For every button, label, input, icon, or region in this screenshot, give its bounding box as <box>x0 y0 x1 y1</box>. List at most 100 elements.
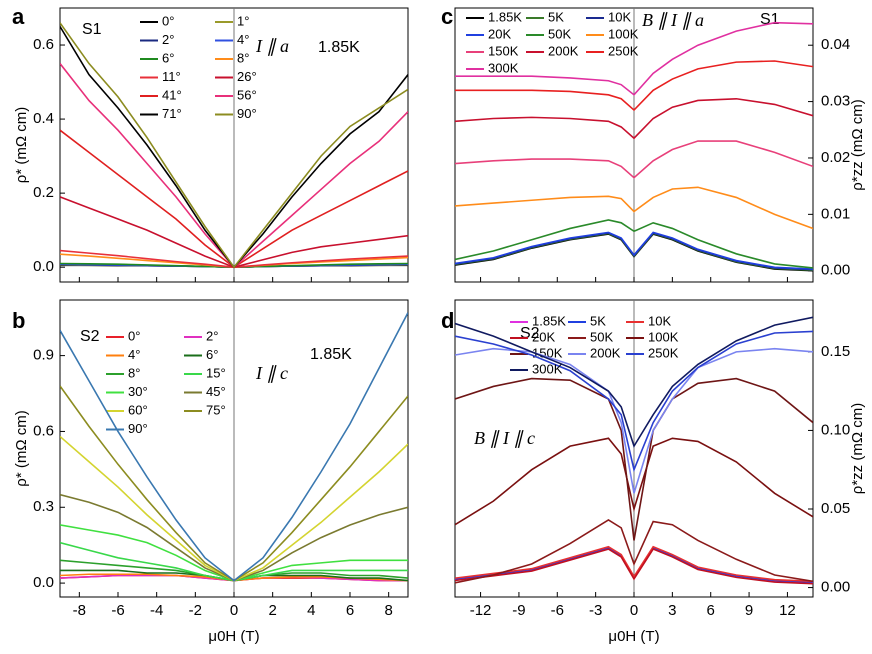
y-axis-label: ρ* (mΩ cm) <box>13 410 30 486</box>
series-line <box>455 219 813 269</box>
panel-label: b <box>12 308 25 333</box>
panel-label: a <box>12 4 25 29</box>
annotation: B ∥ I ∥ c <box>474 428 535 448</box>
y-tick-label: 0.9 <box>33 347 54 364</box>
annotation: B ∥ I ∥ a <box>642 10 704 30</box>
x-tick-label: 2 <box>268 602 276 619</box>
legend-label: 50K <box>548 26 571 41</box>
legend-label: 50K <box>590 329 613 344</box>
legend-label: 10K <box>648 313 671 328</box>
series-line <box>455 330 813 473</box>
y-axis-label: ρ*zz (mΩ cm) <box>849 99 866 190</box>
legend-label: 90° <box>237 106 257 121</box>
series-line <box>455 21 813 96</box>
legend-label: 20K <box>488 26 511 41</box>
x-tick-label: 0 <box>230 602 238 619</box>
legend-label: 90° <box>128 421 148 436</box>
legend-label: 150K <box>532 345 563 360</box>
x-tick-label: -12 <box>470 602 492 619</box>
y-tick-label: 0.02 <box>821 149 850 166</box>
x-tick-label: 4 <box>307 602 315 619</box>
series-line <box>455 437 813 526</box>
annotation: 1.85K <box>318 39 360 56</box>
y-tick-label: 0.2 <box>33 184 54 201</box>
annotation: 1.85K <box>310 346 352 363</box>
x-axis-label: μ0H (T) <box>608 628 659 645</box>
legend-label: 2° <box>206 328 218 343</box>
series-line <box>455 545 813 583</box>
legend-label: 30° <box>128 384 148 399</box>
x-tick-label: -2 <box>189 602 202 619</box>
legend-label: 20K <box>532 329 555 344</box>
y-tick-label: 0.15 <box>821 343 850 360</box>
legend-label: 71° <box>162 106 182 121</box>
x-tick-label: 3 <box>668 602 676 619</box>
panel-label: d <box>441 308 454 333</box>
x-tick-label: 6 <box>346 602 354 619</box>
legend-label: 1.85K <box>532 313 566 328</box>
x-tick-label: -6 <box>551 602 564 619</box>
y-tick-label: 0.05 <box>821 500 850 517</box>
y-tick-label: 0.0 <box>33 258 54 275</box>
legend-label: 1° <box>237 13 249 28</box>
legend-label: 300K <box>488 60 519 75</box>
legend-label: 60° <box>128 402 148 417</box>
series-line <box>455 316 813 449</box>
legend-label: 6° <box>206 347 218 362</box>
legend-label: 200K <box>590 345 621 360</box>
legend-label: 45° <box>206 384 226 399</box>
y-tick-label: 0.6 <box>33 422 54 439</box>
legend-label: 10K <box>608 9 631 24</box>
x-axis-label: μ0H (T) <box>208 628 259 645</box>
y-tick-label: 0.00 <box>821 579 850 596</box>
legend-label: 150K <box>488 43 519 58</box>
series-line <box>455 519 813 584</box>
series-line <box>455 186 813 230</box>
legend-label: 100K <box>608 26 639 41</box>
y-tick-label: 0.3 <box>33 498 54 515</box>
series-line <box>455 231 813 270</box>
legend-label: 5K <box>590 313 606 328</box>
legend-label: 15° <box>206 365 226 380</box>
annotation: I ∥ a <box>255 36 289 56</box>
legend-label: 26° <box>237 69 257 84</box>
legend-label: 6° <box>162 50 174 65</box>
x-tick-label: 6 <box>707 602 715 619</box>
y-tick-label: 0.04 <box>821 36 850 53</box>
series-line <box>455 97 813 140</box>
series-line <box>455 548 813 585</box>
x-tick-label: -9 <box>512 602 525 619</box>
panel-label: c <box>441 4 453 29</box>
x-tick-label: 9 <box>745 602 753 619</box>
series-line <box>60 22 408 269</box>
legend-label: 41° <box>162 87 182 102</box>
legend-label: 1.85K <box>488 9 522 24</box>
series-line <box>455 60 813 112</box>
x-tick-label: -3 <box>589 602 602 619</box>
legend-label: 300K <box>532 361 563 376</box>
legend-label: 250K <box>608 43 639 58</box>
y-tick-label: 0.0 <box>33 574 54 591</box>
annotation: S1 <box>760 11 780 28</box>
legend-label: 75° <box>206 402 226 417</box>
x-tick-label: 0 <box>630 602 638 619</box>
legend-label: 0° <box>162 13 174 28</box>
legend-label: 8° <box>237 50 249 65</box>
annotation: S1 <box>82 21 102 38</box>
y-tick-label: 0.4 <box>33 110 54 127</box>
y-axis-label: ρ* (mΩ cm) <box>13 107 30 183</box>
annotation: I ∥ c <box>255 363 288 383</box>
legend-label: 4° <box>128 347 140 362</box>
x-tick-label: 12 <box>779 602 796 619</box>
y-axis-label: ρ*zz (mΩ cm) <box>849 403 866 494</box>
x-tick-label: 8 <box>384 602 392 619</box>
annotation: S2 <box>80 328 100 345</box>
y-tick-label: 0.10 <box>821 421 850 438</box>
legend-label: 8° <box>128 365 140 380</box>
y-tick-label: 0.00 <box>821 262 850 279</box>
y-tick-label: 0.01 <box>821 205 850 222</box>
legend-label: 100K <box>648 329 679 344</box>
legend-label: 4° <box>237 32 249 47</box>
legend-label: 11° <box>162 69 181 84</box>
series-line <box>455 140 813 179</box>
